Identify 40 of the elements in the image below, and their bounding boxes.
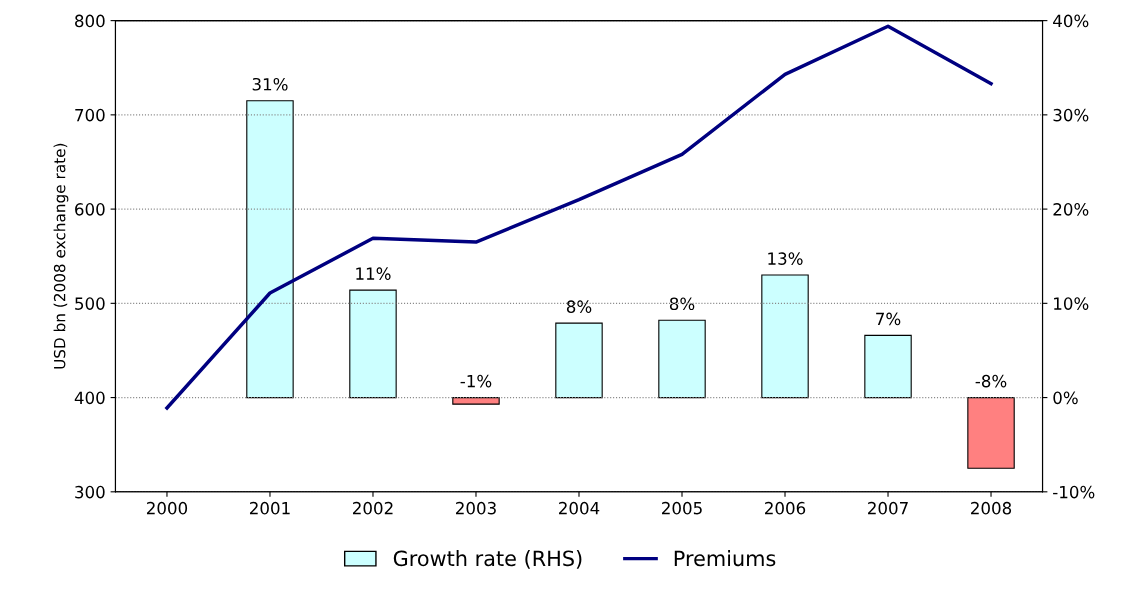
bar (555, 322, 603, 399)
x-tick-label: 2003 (456, 501, 496, 515)
data-label: 13% (768, 252, 803, 265)
bar (967, 397, 1015, 469)
y2-tick-label: -10% (1053, 485, 1095, 499)
x-tick-label: 2007 (868, 501, 908, 515)
x-tick-label: 2006 (765, 501, 806, 515)
bar (658, 319, 706, 399)
legend-label: Growth rate (RHS) (393, 550, 582, 569)
data-label: 8% (669, 297, 695, 311)
y-tick-label: 700 (75, 108, 105, 122)
data-label: 7% (876, 312, 901, 326)
y2-tick-label: 30% (1053, 108, 1089, 122)
x-tick-label: 2001 (249, 501, 290, 515)
data-label: -1% (460, 374, 492, 388)
x-tick-label: 2002 (352, 501, 393, 515)
bar (246, 100, 294, 399)
y-tick-label: 300 (75, 485, 105, 499)
data-label: 8% (566, 300, 592, 313)
x-tick-label: 2005 (662, 501, 702, 515)
data-label: 31% (252, 77, 288, 91)
y2-tick-label: 40% (1053, 14, 1089, 28)
y2-tick-label: 20% (1053, 203, 1089, 216)
y-tick-label: 800 (75, 14, 105, 28)
bar (452, 397, 500, 405)
y-axis-title: USD bn (2008 exchange rate) (53, 143, 69, 369)
bar (761, 274, 809, 399)
y-tick-label: 500 (75, 297, 105, 310)
x-tick-label: 2008 (971, 501, 1012, 515)
x-tick-label: 2004 (559, 501, 600, 515)
legend-label: Premiums (674, 550, 776, 567)
y-tick-label: 600 (75, 203, 105, 216)
y2-tick-label: 10% (1054, 297, 1089, 310)
y-tick-label: 400 (74, 391, 105, 405)
data-label: -8% (975, 374, 1007, 388)
x-tick-label: 2000 (146, 501, 188, 515)
bar (864, 334, 912, 399)
y2-tick-label: 0% (1053, 391, 1078, 405)
data-label: 11% (356, 267, 391, 280)
bar (349, 289, 397, 399)
